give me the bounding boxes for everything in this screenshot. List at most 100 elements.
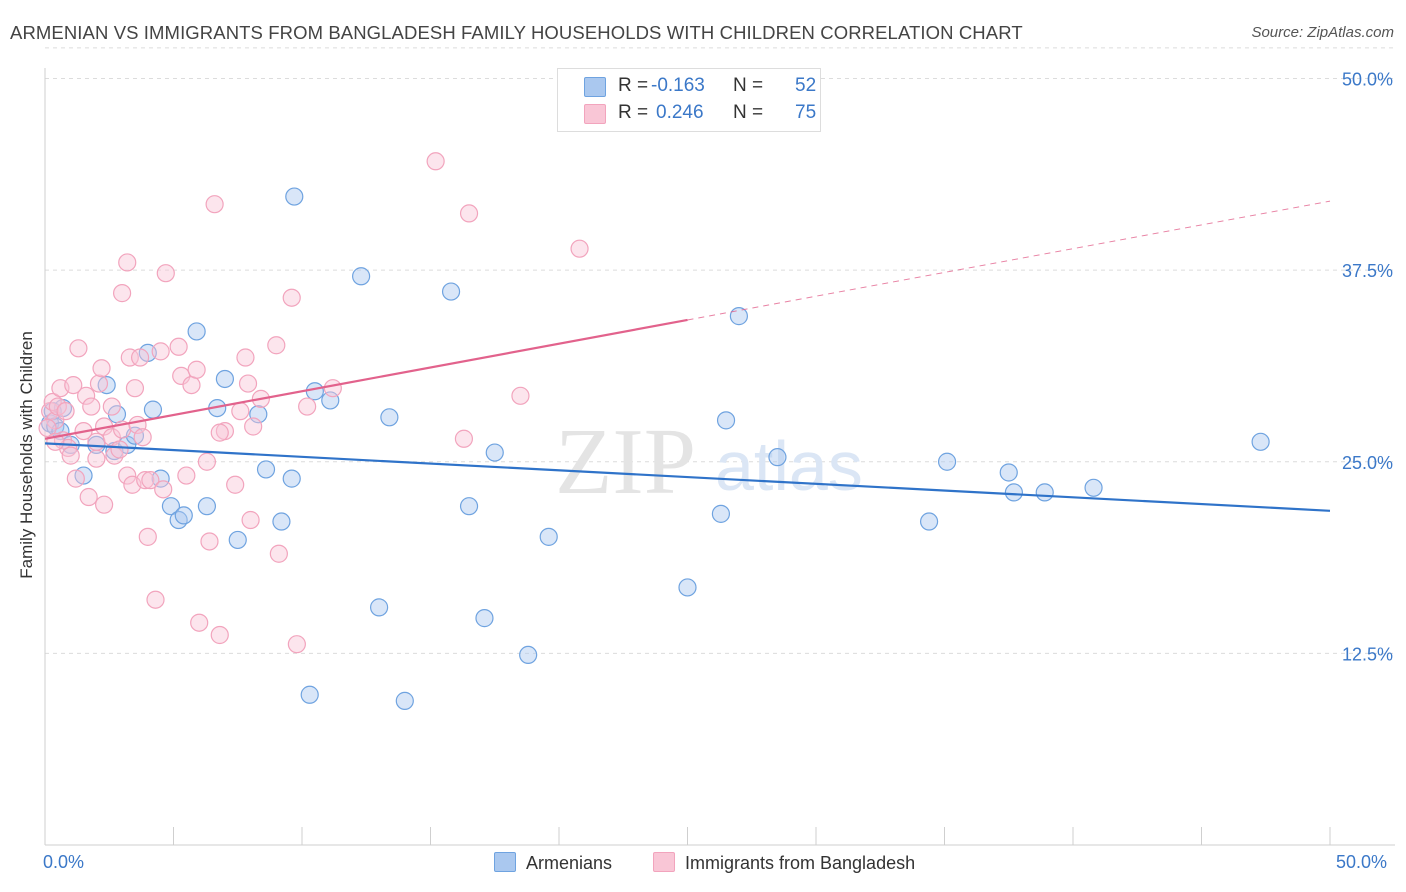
armenian-point [380,408,399,427]
legend-swatch-bangladesh [584,104,606,124]
bottom-legend-label-armenians: Armenians [526,853,613,873]
armenian-trend-line [44,442,1331,512]
bottom-legend-label-bangladesh: Immigrants from Bangladesh [685,853,916,873]
bangladesh-point [151,342,170,361]
y-tick-labels: 12.5% 25.0% 37.5% 50.0% [1342,70,1393,665]
bangladesh-point [459,204,479,223]
bangladesh-point [154,480,173,499]
armenian-point [305,382,324,401]
armenian-point [459,497,479,516]
legend-r-label: R = [618,102,649,123]
bangladesh-point [46,411,65,430]
armenian-point [441,282,461,301]
armenian-point [937,452,957,471]
bangladesh-point [236,348,255,367]
bangladesh-point [102,397,121,416]
bangladesh-point [197,452,217,471]
bangladesh-point [133,428,152,447]
bangladesh-point [156,264,175,283]
armenian-point [485,443,504,462]
x-tick-label-max: 50.0% [1336,852,1388,872]
armenian-point [729,307,749,326]
bangladesh-point [92,359,111,378]
bangladesh-point [38,418,57,438]
armenian-point [352,267,371,286]
bangladesh-point [56,402,75,421]
armenian-point [475,609,494,628]
y-tick-label: 50.0% [1342,70,1393,90]
armenian-point [539,527,558,546]
bangladesh-point [118,253,137,272]
bangladesh-point [226,475,245,494]
armenian-point [919,512,939,531]
bangladesh-point [87,449,106,468]
legend-n-value: 52 [795,75,817,96]
armenian-point [187,322,206,341]
bangladesh-point [182,376,201,395]
bottom-legend-bangladesh[interactable]: Immigrants from Bangladesh [653,852,915,874]
bangladesh-point [241,510,260,530]
bottom-legend-swatch-armenians [494,852,516,872]
y-axis-label: Family Households with Children [17,331,36,579]
trend-lines [44,200,1331,512]
bottom-legend-swatch-bangladesh [653,852,675,872]
bangladesh-point [454,429,474,448]
bangladesh-point [141,471,160,490]
armenian-point [1084,478,1103,497]
legend-r-value: -0.163 [651,75,705,96]
bangladesh-point [87,432,106,451]
stats-legend: R = -0.163 N = 52 R = 0.246 N = 75 [557,68,821,132]
bangladesh-point [190,613,209,632]
bangladesh-point [205,195,224,214]
bangladesh-point [118,466,137,485]
armenian-point [716,411,736,430]
armenian-point [197,497,217,516]
bangladesh-point [112,284,132,303]
watermark: ZIP atlas [555,410,863,514]
bangladesh-point [244,417,263,436]
armenian-point [678,578,697,597]
bangladesh-point [511,386,530,405]
bangladesh-point [172,366,191,386]
bangladesh-point [79,487,98,507]
bangladesh-point [210,423,229,442]
bangladesh-point [269,544,288,563]
bangladesh-point [426,152,445,171]
bangladesh-point [238,374,258,393]
legend-r-label: R = [618,75,649,96]
armenian-point [1035,483,1054,502]
x-tick-label-min: 0.0% [43,852,85,872]
bangladesh-point [66,469,85,488]
bangladesh-trend-line [44,318,688,440]
bangladesh-point [267,336,286,355]
armenian-point [395,691,414,710]
bangladesh-point [64,376,83,395]
y-tick-label: 25.0% [1342,453,1393,473]
axes [44,68,1395,846]
bangladesh-point [130,348,150,367]
armenian-point [1004,483,1023,502]
armenian-point [97,376,116,395]
armenian-point [143,400,163,419]
legend-swatch-armenians [584,77,606,97]
bangladesh-point [120,348,139,367]
bangladesh-trend-line-extension [687,200,1331,321]
y-tick-label: 37.5% [1342,261,1393,281]
bangladesh-point [82,397,101,416]
legend-n-label: N = [733,75,764,96]
bangladesh-point [169,337,188,356]
chart-title: ARMENIAN VS IMMIGRANTS FROM BANGLADESH F… [10,22,1023,43]
watermark-atlas: atlas [715,427,863,505]
bottom-legend-armenians[interactable]: Armenians [494,852,612,874]
bangladesh-point [187,360,206,379]
armenian-point [282,469,301,488]
bangladesh-point [138,527,157,546]
bangladesh-point [210,625,229,645]
bangladesh-point [177,466,196,485]
armenian-point [711,504,731,523]
armenian-point [256,460,276,479]
armenian-point [1251,432,1270,451]
bangladesh-point [298,397,317,416]
legend-n-label: N = [733,102,764,123]
